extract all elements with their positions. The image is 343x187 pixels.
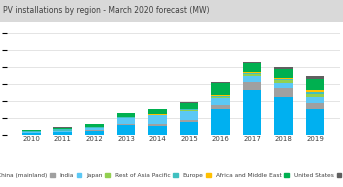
Bar (274, 88, 293, 97)
Bar (274, 67, 293, 69)
Bar (306, 97, 324, 103)
Bar (243, 90, 261, 135)
Bar (148, 115, 167, 124)
Bar (243, 73, 261, 74)
Bar (22, 130, 41, 131)
Bar (22, 131, 41, 132)
Bar (54, 128, 72, 129)
Bar (179, 102, 198, 103)
Bar (148, 109, 167, 114)
Bar (306, 76, 324, 79)
Bar (211, 95, 230, 96)
Bar (54, 132, 72, 135)
Bar (85, 131, 104, 135)
Bar (306, 109, 324, 135)
Bar (306, 103, 324, 109)
Bar (85, 128, 104, 130)
Bar (85, 127, 104, 128)
Bar (274, 97, 293, 135)
Bar (22, 133, 41, 135)
Bar (117, 124, 135, 125)
Bar (179, 109, 198, 110)
Bar (179, 122, 198, 135)
Bar (211, 109, 230, 135)
Bar (117, 125, 135, 135)
Bar (306, 79, 324, 90)
Bar (211, 83, 230, 95)
Bar (179, 103, 198, 109)
Bar (274, 83, 293, 88)
Bar (306, 92, 324, 94)
Bar (22, 132, 41, 133)
Text: PV installations by region - March 2020 forecast (MW): PV installations by region - March 2020 … (3, 6, 210, 15)
Bar (274, 80, 293, 83)
Bar (306, 90, 324, 92)
Bar (243, 74, 261, 76)
Bar (243, 76, 261, 82)
Bar (211, 105, 230, 109)
Bar (243, 72, 261, 73)
Bar (211, 96, 230, 98)
Bar (54, 131, 72, 132)
Bar (179, 111, 198, 120)
Bar (117, 117, 135, 118)
Bar (211, 98, 230, 105)
Bar (85, 124, 104, 127)
Bar (243, 62, 261, 63)
Bar (179, 110, 198, 111)
Bar (117, 118, 135, 124)
Bar (148, 124, 167, 126)
Legend: China (mainland), India, Japan, Rest of Asia Pacific, Europe, Africa and Middle : China (mainland), India, Japan, Rest of … (0, 173, 343, 178)
Bar (148, 114, 167, 115)
Bar (211, 82, 230, 83)
Bar (274, 78, 293, 79)
Bar (243, 63, 261, 72)
Bar (243, 82, 261, 90)
Bar (148, 126, 167, 135)
Bar (274, 69, 293, 78)
Bar (85, 130, 104, 131)
Bar (117, 113, 135, 117)
Bar (179, 120, 198, 122)
Bar (54, 129, 72, 131)
Bar (274, 79, 293, 80)
Bar (306, 94, 324, 97)
